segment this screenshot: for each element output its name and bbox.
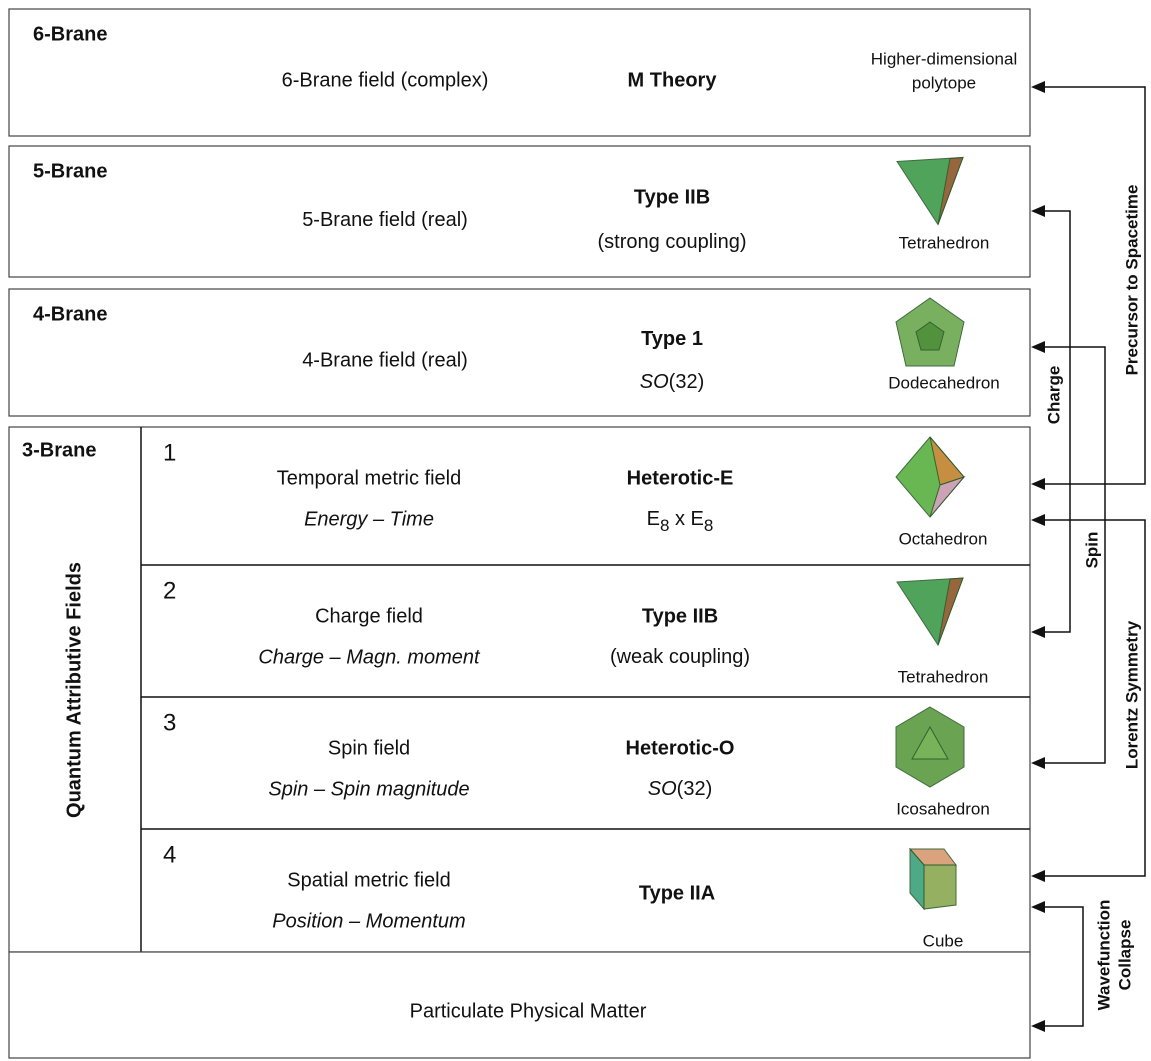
connector-label: Charge: [1044, 366, 1063, 425]
theory-detail: SO(32): [640, 371, 704, 393]
polyhedron-icon: [895, 436, 966, 518]
theory-detail: (weak coupling): [610, 646, 750, 668]
field-pair: Energy – Time: [304, 508, 434, 530]
row-number: 3: [163, 709, 176, 736]
connector: [1040, 346, 1106, 764]
field-name: 5-Brane field (real): [302, 209, 468, 231]
field-pair: Spin – Spin magnitude: [268, 778, 469, 800]
connector: [1040, 86, 1146, 485]
polyhedron-icon: [908, 847, 957, 911]
face: [911, 725, 949, 760]
text-part: (strong coupling): [598, 231, 747, 253]
text-part: SO: [640, 371, 669, 393]
arrowhead: [1031, 341, 1045, 353]
theory-name: Heterotic-O: [626, 737, 735, 759]
arrowhead: [1031, 870, 1045, 882]
arrowhead: [1031, 1020, 1045, 1032]
brane-box: [8, 288, 1031, 417]
brane-label: 4-Brane: [33, 303, 107, 325]
shape-name: Tetrahedron: [899, 234, 990, 253]
theory-detail: E8 x E8: [647, 508, 714, 535]
three-brane-box: [8, 426, 1031, 953]
text-part: (32): [669, 371, 705, 393]
shape-name: Higher-dimensional: [871, 49, 1017, 68]
arrowhead: [1031, 205, 1045, 217]
connector-label: Spin: [1082, 532, 1101, 569]
connector-label: Precursor to Spacetime: [1122, 185, 1141, 376]
text-part: 8: [704, 516, 713, 535]
face: [923, 864, 957, 910]
row-number: 4: [163, 841, 176, 868]
arrowhead: [1031, 514, 1045, 526]
theory-detail: (strong coupling): [598, 231, 747, 253]
theory-name: Type IIA: [639, 882, 715, 904]
face: [929, 475, 966, 518]
field-name: Charge field: [315, 605, 423, 627]
field-name: 4-Brane field (real): [302, 350, 468, 372]
face: [937, 156, 964, 225]
text-part: SO: [648, 778, 677, 800]
brane-label: 5-Brane: [33, 160, 107, 182]
text-part: (32): [677, 778, 713, 800]
theory-detail: SO(32): [648, 778, 712, 800]
brane-label: 3-Brane: [22, 439, 96, 461]
matter-box: [8, 951, 1031, 1059]
theory-name: Heterotic-E: [627, 467, 734, 489]
shape-name: Tetrahedron: [898, 667, 989, 686]
polyhedron-icon: [895, 297, 965, 367]
arrowhead: [1031, 626, 1045, 638]
connector-label: Collapse: [1115, 920, 1134, 991]
theory-name: M Theory: [628, 70, 718, 92]
face: [915, 321, 945, 351]
field-name: Spin field: [328, 737, 410, 759]
shape-name: Icosahedron: [896, 799, 990, 818]
field-pair: Charge – Magn. moment: [258, 646, 481, 668]
shape-name: Octahedron: [899, 529, 988, 548]
field-name: 6-Brane field (complex): [282, 70, 489, 92]
field-pair: Position – Momentum: [272, 910, 465, 932]
shape-name: Dodecahedron: [888, 374, 1000, 393]
brane-label: 6-Brane: [33, 23, 107, 45]
polyhedron-icon: [896, 156, 964, 226]
text-part: E: [647, 508, 660, 530]
side-label: Quantum Attributive Fields: [63, 562, 85, 818]
face: [937, 577, 964, 646]
arrowhead: [1031, 757, 1045, 769]
shape-name: Cube: [923, 931, 964, 950]
polyhedron-icon: [895, 706, 965, 788]
row-number: 2: [163, 577, 176, 604]
arrowhead: [1031, 478, 1045, 490]
connector: [1040, 906, 1084, 1027]
matter-label: Particulate Physical Matter: [410, 1000, 647, 1022]
polyhedron-icon: [896, 577, 964, 647]
connector: [1040, 519, 1146, 877]
theory-name: Type IIB: [634, 187, 710, 209]
brane-box: [8, 8, 1031, 137]
face: [909, 847, 925, 911]
connector-label: Lorentz Symmetry: [1122, 620, 1141, 769]
text-part: (weak coupling): [610, 646, 750, 668]
arrowhead: [1031, 81, 1045, 93]
theory-name: Type IIB: [642, 605, 718, 627]
text-part: 8: [660, 516, 669, 535]
field-name: Temporal metric field: [277, 467, 462, 489]
text-part: x E: [669, 508, 703, 530]
connector: [1040, 210, 1071, 633]
row-number: 1: [163, 439, 176, 466]
theory-name: Type 1: [641, 328, 703, 350]
brane-box: [8, 145, 1031, 278]
arrowhead: [1031, 901, 1045, 913]
field-name: Spatial metric field: [287, 869, 450, 891]
shape-name: polytope: [912, 73, 976, 92]
connector-label: Wavefunction: [1094, 900, 1113, 1011]
